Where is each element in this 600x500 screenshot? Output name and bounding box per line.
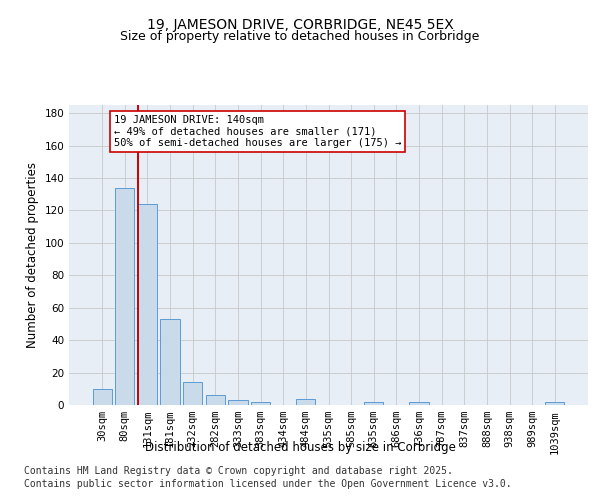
Bar [545,402,565,405]
Bar [183,382,202,405]
Text: Contains HM Land Registry data © Crown copyright and database right 2025.: Contains HM Land Registry data © Crown c… [24,466,453,476]
Bar [160,319,180,405]
Text: Contains public sector information licensed under the Open Government Licence v3: Contains public sector information licen… [24,479,512,489]
Text: 19 JAMESON DRIVE: 140sqm
← 49% of detached houses are smaller (171)
50% of semi-: 19 JAMESON DRIVE: 140sqm ← 49% of detach… [113,114,401,148]
Bar [229,400,248,405]
Text: 19, JAMESON DRIVE, CORBRIDGE, NE45 5EX: 19, JAMESON DRIVE, CORBRIDGE, NE45 5EX [146,18,454,32]
Bar [364,402,383,405]
Bar [92,389,112,405]
Bar [138,204,157,405]
Bar [251,402,270,405]
Bar [206,396,225,405]
Text: Size of property relative to detached houses in Corbridge: Size of property relative to detached ho… [121,30,479,43]
Text: Distribution of detached houses by size in Corbridge: Distribution of detached houses by size … [145,441,455,454]
Y-axis label: Number of detached properties: Number of detached properties [26,162,39,348]
Bar [409,402,428,405]
Bar [296,398,316,405]
Bar [115,188,134,405]
